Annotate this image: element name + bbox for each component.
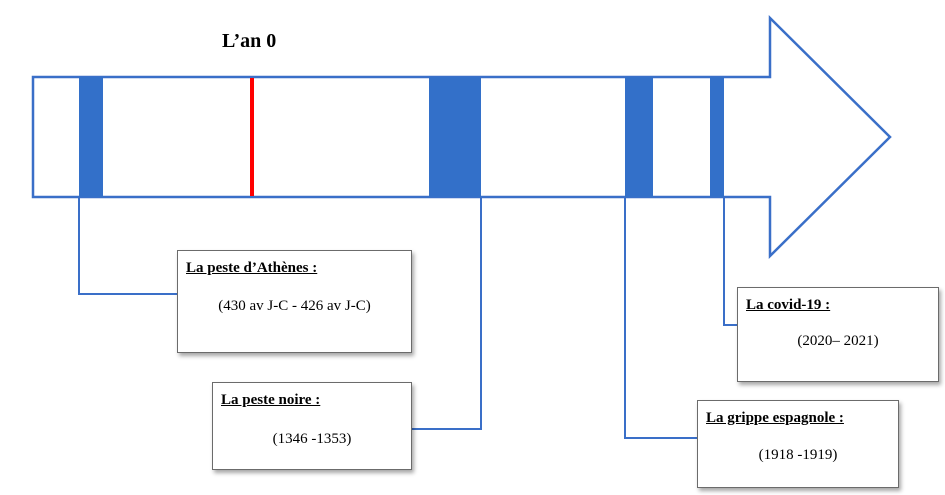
event-card-grippe-espagnole: La grippe espagnole : (1918 -1919)	[697, 400, 899, 488]
covid-connector	[723, 197, 737, 326]
event-dates: (1346 -1353)	[272, 431, 352, 447]
event-title: La peste d’Athènes :	[186, 260, 318, 276]
event-dates: (2020– 2021)	[797, 333, 879, 349]
event-dates: (430 av J-C - 426 av J-C)	[218, 298, 371, 314]
peste-noire-connector	[412, 197, 482, 430]
event-card-peste-noire: La peste noire : (1346 -1353)	[212, 382, 412, 470]
peste-noire-period-block	[429, 77, 481, 197]
event-card-covid: La covid-19 : (2020– 2021)	[737, 287, 939, 382]
event-dates: (1918 -1919)	[758, 447, 838, 463]
event-card-athenes: La peste d’Athènes : (430 av J-C - 426 a…	[177, 250, 412, 353]
covid-period-block	[710, 77, 724, 197]
year-zero-label: L’an 0	[222, 30, 277, 52]
athenes-period-block	[79, 77, 103, 197]
grippe-espagnole-period-block	[625, 77, 653, 197]
athenes-connector	[78, 197, 177, 295]
event-title: La covid-19 :	[746, 297, 831, 313]
event-title: La peste noire :	[221, 392, 321, 408]
event-title: La grippe espagnole :	[706, 410, 844, 426]
grippe-espagnole-connector	[624, 197, 697, 439]
